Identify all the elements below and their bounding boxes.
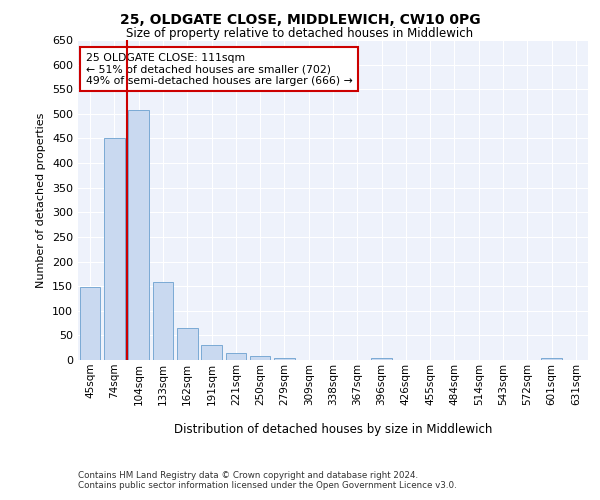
Text: Distribution of detached houses by size in Middlewich: Distribution of detached houses by size … xyxy=(174,422,492,436)
Bar xyxy=(104,138,125,360)
Text: Size of property relative to detached houses in Middlewich: Size of property relative to detached ho… xyxy=(127,28,473,40)
Bar xyxy=(226,353,246,360)
Bar xyxy=(201,345,222,360)
Bar xyxy=(274,358,295,360)
Bar xyxy=(80,287,100,360)
Bar xyxy=(541,358,562,360)
Bar xyxy=(371,358,392,360)
Y-axis label: Number of detached properties: Number of detached properties xyxy=(37,112,46,288)
Text: Contains HM Land Registry data © Crown copyright and database right 2024.
Contai: Contains HM Land Registry data © Crown c… xyxy=(78,470,457,490)
Bar xyxy=(250,356,271,360)
Bar xyxy=(177,328,197,360)
Text: 25, OLDGATE CLOSE, MIDDLEWICH, CW10 0PG: 25, OLDGATE CLOSE, MIDDLEWICH, CW10 0PG xyxy=(119,12,481,26)
Bar xyxy=(152,282,173,360)
Text: 25 OLDGATE CLOSE: 111sqm
← 51% of detached houses are smaller (702)
49% of semi-: 25 OLDGATE CLOSE: 111sqm ← 51% of detach… xyxy=(86,53,352,86)
Bar xyxy=(128,110,149,360)
